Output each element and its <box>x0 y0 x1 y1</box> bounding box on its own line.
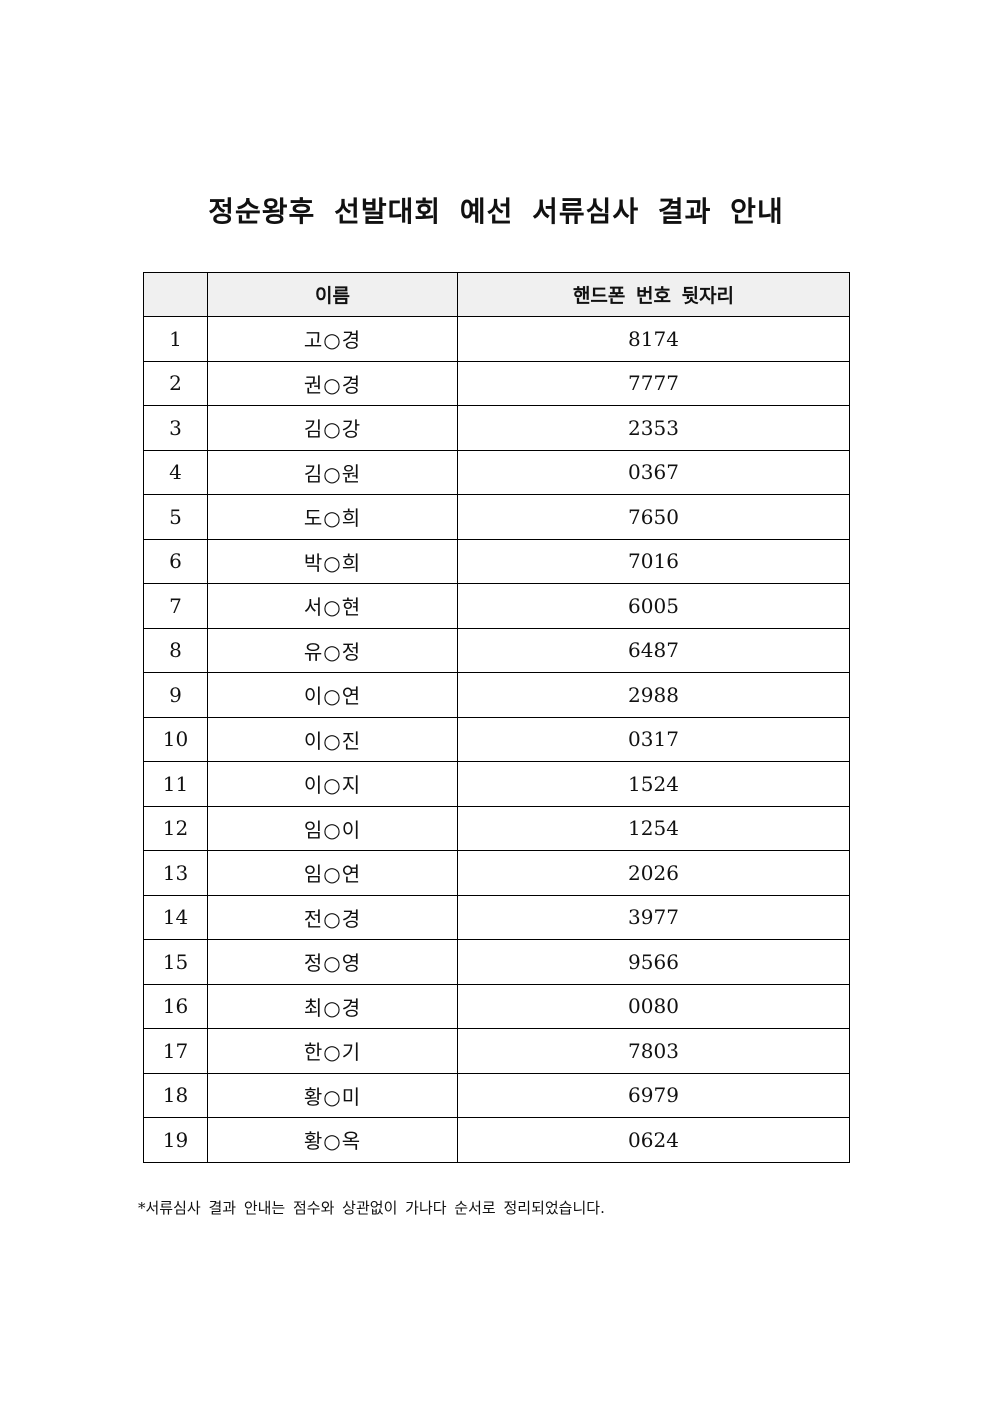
results-table: 이름 핸드폰 번호 뒷자리 1 고○경 8174 2 권○경 7777 3 김○… <box>143 272 850 1163</box>
name-cell: 임○연 <box>207 850 458 896</box>
footnote: *서류심사 결과 안내는 점수와 상관없이 가나다 순서로 정리되었습니다. <box>138 1199 605 1217</box>
table-row: 9 이○연 2988 <box>143 672 850 718</box>
phone-digits-cell: 0080 <box>457 983 850 1029</box>
row-number-cell: 8 <box>143 627 208 673</box>
name-cell: 도○희 <box>207 494 458 540</box>
header-cell-index <box>143 272 208 317</box>
phone-digits-cell: 7803 <box>457 1028 850 1074</box>
row-number-cell: 13 <box>143 850 208 896</box>
table-row: 13 임○연 2026 <box>143 850 850 896</box>
name-cell: 한○기 <box>207 1028 458 1074</box>
phone-digits-cell: 6979 <box>457 1072 850 1118</box>
table-row: 11 이○지 1524 <box>143 761 850 807</box>
phone-digits-cell: 0317 <box>457 716 850 762</box>
table-row: 6 박○희 7016 <box>143 538 850 584</box>
row-number-cell: 18 <box>143 1072 208 1118</box>
table-row: 14 전○경 3977 <box>143 894 850 940</box>
row-number-cell: 14 <box>143 894 208 940</box>
table-row: 2 권○경 7777 <box>143 360 850 406</box>
phone-digits-cell: 0624 <box>457 1117 850 1163</box>
phone-digits-cell: 3977 <box>457 894 850 940</box>
name-cell: 권○경 <box>207 360 458 406</box>
name-cell: 정○영 <box>207 939 458 985</box>
page-title: 정순왕후 선발대회 예선 서류심사 결과 안내 <box>208 195 784 228</box>
row-number-cell: 1 <box>143 316 208 362</box>
name-cell: 이○연 <box>207 672 458 718</box>
table-row: 15 정○영 9566 <box>143 939 850 985</box>
name-cell: 김○원 <box>207 449 458 495</box>
phone-digits-cell: 8174 <box>457 316 850 362</box>
name-cell: 이○지 <box>207 761 458 807</box>
name-cell: 최○경 <box>207 983 458 1029</box>
name-cell: 박○희 <box>207 538 458 584</box>
header-cell-phone: 핸드폰 번호 뒷자리 <box>457 272 850 317</box>
name-cell: 유○정 <box>207 627 458 673</box>
name-cell: 황○미 <box>207 1072 458 1118</box>
header-row: 이름 핸드폰 번호 뒷자리 <box>143 272 850 317</box>
header-cell-name: 이름 <box>207 272 458 317</box>
row-number-cell: 17 <box>143 1028 208 1074</box>
table-row: 16 최○경 0080 <box>143 983 850 1029</box>
name-cell: 김○강 <box>207 405 458 451</box>
phone-digits-cell: 2988 <box>457 672 850 718</box>
row-number-cell: 11 <box>143 761 208 807</box>
name-cell: 전○경 <box>207 894 458 940</box>
row-number-cell: 9 <box>143 672 208 718</box>
phone-digits-cell: 6005 <box>457 583 850 629</box>
row-number-cell: 7 <box>143 583 208 629</box>
table-row: 3 김○강 2353 <box>143 405 850 451</box>
results-table-header: 이름 핸드폰 번호 뒷자리 <box>143 272 850 317</box>
table-row: 4 김○원 0367 <box>143 449 850 495</box>
row-number-cell: 6 <box>143 538 208 584</box>
phone-digits-cell: 1524 <box>457 761 850 807</box>
name-cell: 임○이 <box>207 805 458 851</box>
table-row: 7 서○현 6005 <box>143 583 850 629</box>
name-cell: 고○경 <box>207 316 458 362</box>
table-row: 19 황○옥 0624 <box>143 1117 850 1163</box>
phone-digits-cell: 2026 <box>457 850 850 896</box>
table-row: 17 한○기 7803 <box>143 1028 850 1074</box>
table-row: 10 이○진 0317 <box>143 716 850 762</box>
phone-digits-cell: 1254 <box>457 805 850 851</box>
table-row: 1 고○경 8174 <box>143 316 850 362</box>
row-number-cell: 5 <box>143 494 208 540</box>
row-number-cell: 3 <box>143 405 208 451</box>
phone-digits-cell: 9566 <box>457 939 850 985</box>
phone-digits-cell: 0367 <box>457 449 850 495</box>
table-row: 12 임○이 1254 <box>143 805 850 851</box>
table-row: 18 황○미 6979 <box>143 1072 850 1118</box>
phone-digits-cell: 7016 <box>457 538 850 584</box>
row-number-cell: 19 <box>143 1117 208 1163</box>
table-row: 8 유○정 6487 <box>143 627 850 673</box>
table-row: 5 도○희 7650 <box>143 494 850 540</box>
name-cell: 황○옥 <box>207 1117 458 1163</box>
row-number-cell: 10 <box>143 716 208 762</box>
phone-digits-cell: 6487 <box>457 627 850 673</box>
results-table-body: 1 고○경 8174 2 권○경 7777 3 김○강 2353 4 김○원 0… <box>143 316 850 1163</box>
row-number-cell: 16 <box>143 983 208 1029</box>
row-number-cell: 15 <box>143 939 208 985</box>
row-number-cell: 2 <box>143 360 208 406</box>
name-cell: 이○진 <box>207 716 458 762</box>
phone-digits-cell: 7777 <box>457 360 850 406</box>
row-number-cell: 12 <box>143 805 208 851</box>
row-number-cell: 4 <box>143 449 208 495</box>
name-cell: 서○현 <box>207 583 458 629</box>
phone-digits-cell: 2353 <box>457 405 850 451</box>
phone-digits-cell: 7650 <box>457 494 850 540</box>
